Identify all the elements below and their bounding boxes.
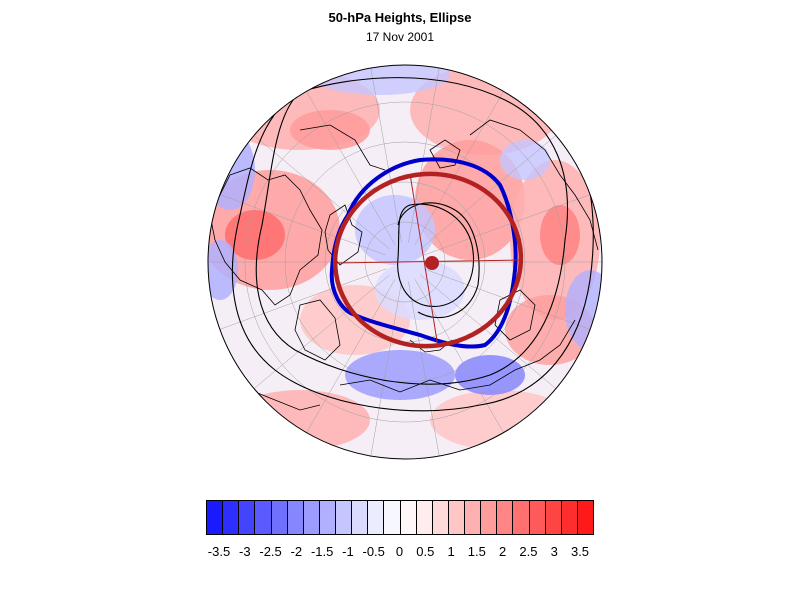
colorbar-swatch: [401, 501, 417, 534]
colorbar-swatch: [465, 501, 481, 534]
colorbar-swatch: [384, 501, 400, 534]
colorbar-swatch: [546, 501, 562, 534]
colorbar-tick-label: -2.5: [259, 544, 281, 559]
colorbar-tick-label: 3: [551, 544, 558, 559]
colorbar-swatch: [255, 501, 271, 534]
colorbar-swatch: [513, 501, 529, 534]
colorbar-tick-label: 0.5: [416, 544, 434, 559]
colorbar-swatch: [336, 501, 352, 534]
colorbar-swatch: [578, 501, 593, 534]
colorbar-tick-label: -0.5: [363, 544, 385, 559]
colorbar-swatch: [288, 501, 304, 534]
colorbar-swatch: [272, 501, 288, 534]
colorbar-swatch: [562, 501, 578, 534]
colorbar-tick-label: -3: [239, 544, 251, 559]
colorbar-swatch: [207, 501, 223, 534]
colorbar-tick-label: 3.5: [571, 544, 589, 559]
colorbar-tick-label: 1.5: [468, 544, 486, 559]
colorbar-swatch: [304, 501, 320, 534]
ellipse-center: [425, 256, 439, 270]
colorbar-swatch: [239, 501, 255, 534]
colorbar-swatch: [320, 501, 336, 534]
colorbar-tick-label: -1: [342, 544, 354, 559]
colorbar-swatch: [433, 501, 449, 534]
colorbar-labels: -3.5 -3 -2.5 -2 -1.5 -1 -0.5 0 0.5 1 1.5 2 2.5 3 3.5: [0, 544, 800, 562]
colorbar-tick-label: -2: [291, 544, 303, 559]
colorbar-tick-label: 0: [396, 544, 403, 559]
colorbar-tick-label: -3.5: [208, 544, 230, 559]
colorbar-tick-label: 2: [499, 544, 506, 559]
colorbar-tick-label: 2.5: [519, 544, 537, 559]
colorbar-swatch: [530, 501, 546, 534]
colorbar-swatch: [417, 501, 433, 534]
colorbar-swatch: [481, 501, 497, 534]
colorbar-swatch: [449, 501, 465, 534]
colorbar-swatch: [223, 501, 239, 534]
colorbar-swatch: [352, 501, 368, 534]
colorbar: [206, 500, 594, 535]
colorbar-tick-label: -1.5: [311, 544, 333, 559]
colorbar-swatch: [368, 501, 384, 534]
colorbar-swatch: [497, 501, 513, 534]
colorbar-tick-label: 1: [447, 544, 454, 559]
